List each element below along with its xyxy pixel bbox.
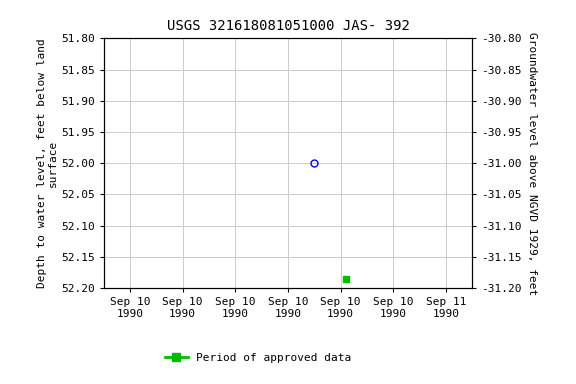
Y-axis label: Depth to water level, feet below land
surface: Depth to water level, feet below land su…: [36, 38, 58, 288]
Y-axis label: Groundwater level above NGVD 1929, feet: Groundwater level above NGVD 1929, feet: [528, 31, 537, 295]
Title: USGS 321618081051000 JAS- 392: USGS 321618081051000 JAS- 392: [166, 19, 410, 33]
Legend: Period of approved data: Period of approved data: [161, 348, 356, 367]
